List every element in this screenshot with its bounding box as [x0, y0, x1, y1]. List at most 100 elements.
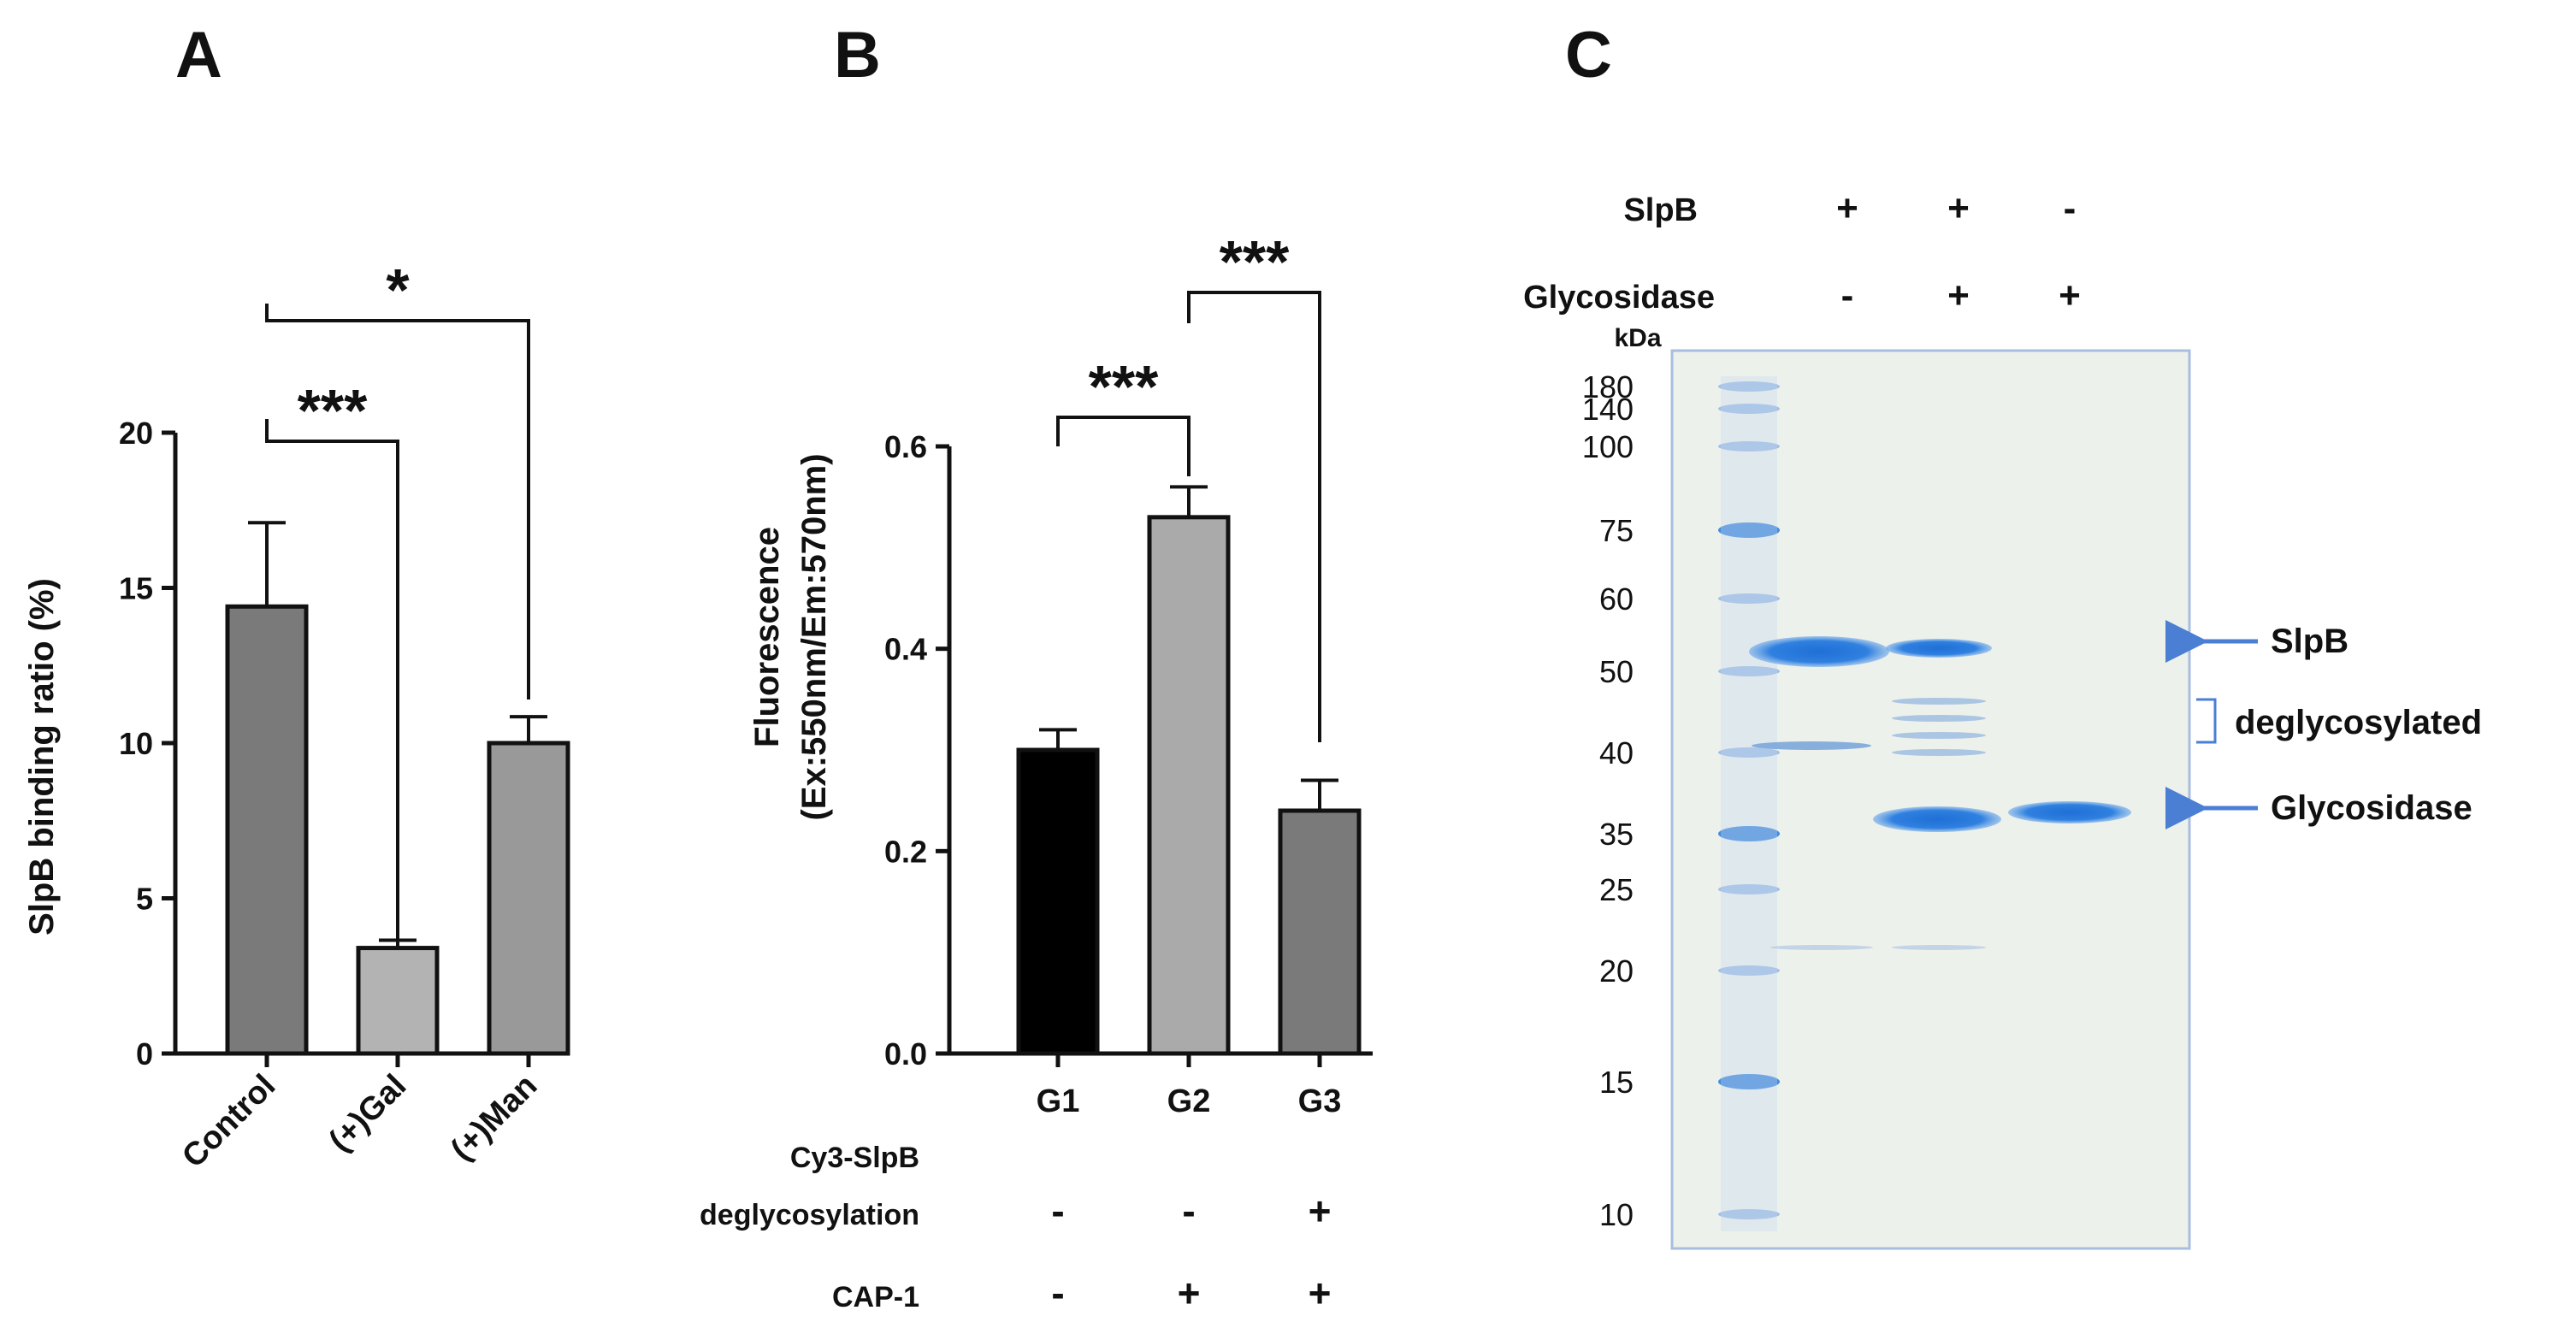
- gel-band-faint: [1892, 945, 1986, 950]
- gel-ladder-band: [1718, 826, 1780, 841]
- chart-a-bar: [356, 946, 440, 1056]
- gel-lane-sign: +: [1836, 187, 1858, 229]
- gel-lane-sign: +: [1947, 187, 1970, 229]
- gel-ladder-band: [1718, 381, 1780, 392]
- chart-b-condition-sign: -: [1051, 1189, 1064, 1233]
- chart-a-y-tick-label: 10: [119, 726, 153, 761]
- gel-band-slpb-lane1: [1749, 636, 1889, 667]
- chart-b-condition-sign: +: [1178, 1271, 1201, 1315]
- gel-bands: [1749, 636, 2131, 950]
- chart-b-category-label: G3: [1298, 1083, 1342, 1119]
- chart-b-bar: [1016, 747, 1100, 1056]
- gel-lane-sign: +: [2059, 274, 2081, 316]
- gel-ladder-band: [1718, 1074, 1780, 1089]
- chart-b-ylabel-line2: (Ex:550nm/Em:570nm): [795, 453, 833, 820]
- gel-ladder-band: [1718, 884, 1780, 894]
- gel-marker-label: 20: [1599, 953, 1634, 989]
- chart-a-significance-bracket: [265, 419, 399, 942]
- gel-marker-label: 60: [1599, 581, 1634, 617]
- chart-b-bar: [1147, 515, 1231, 1056]
- gel-band-slpb-lane2: [1886, 639, 1992, 658]
- chart-b-significance-bracket: [1187, 291, 1321, 742]
- chart-b: 0.0 0.2 0.4 0.6 G1 G2 G3 *** *** - - + - + +: [884, 228, 1373, 1315]
- chart-b-y-tick-label: 0.0: [884, 1036, 927, 1071]
- gel-marker-label: 75: [1599, 513, 1634, 548]
- gel-ladder-band: [1718, 593, 1780, 604]
- chart-a-significance-bracket: [265, 304, 530, 699]
- gel-annot-glycosidase: Glycosidase: [2271, 789, 2473, 827]
- chart-b-condition-sign: +: [1309, 1271, 1332, 1315]
- gel-ladder-band: [1718, 1209, 1780, 1219]
- chart-a-category-label: (+)Man: [444, 1068, 544, 1168]
- gel-band-glycosidase-lane3: [2008, 801, 2131, 823]
- chart-b-condition-sign: -: [1182, 1189, 1195, 1233]
- gel-marker-label: 10: [1599, 1197, 1634, 1232]
- gel-lane-sign: +: [1947, 274, 1970, 316]
- gel-band-deglycosylated: [1892, 698, 1986, 705]
- gel-row-label-glycosidase: Glycosidase: [1523, 280, 1715, 316]
- chart-a-y-tick-label: 0: [136, 1036, 153, 1071]
- gel-marker-label: 35: [1599, 817, 1634, 852]
- chart-b-condition-sign: -: [1051, 1271, 1064, 1315]
- gel-row-label-slpb: SlpB: [1623, 192, 1698, 228]
- gel-band-deglycosylated: [1892, 732, 1986, 739]
- chart-b-y-tick-label: 0.2: [884, 834, 927, 869]
- gel-ladder-band: [1718, 404, 1780, 414]
- chart-a-y-tick-label: 5: [136, 882, 153, 917]
- gel-lane-sign: -: [1841, 274, 1854, 316]
- condition-label-cap1: CAP-1: [832, 1281, 919, 1313]
- chart-a-category-label: Control: [175, 1068, 282, 1175]
- panel-label-a: A: [175, 19, 222, 91]
- chart-b-significance-bracket: [1056, 416, 1191, 476]
- gel-lane-sign: -: [2064, 187, 2077, 229]
- chart-a-bar: [225, 604, 309, 1056]
- chart-a-y-tick-label: 20: [119, 416, 153, 451]
- gel-ladder: [1718, 376, 1780, 1231]
- chart-b-ylabel-line1: Fluorescence: [748, 527, 786, 747]
- chart-b-significance-label: ***: [1220, 228, 1290, 295]
- condition-label-deglyco-1: Cy3-SlpB: [790, 1142, 919, 1174]
- gel-band-glycosidase-lane2: [1873, 806, 2001, 832]
- deglycosylated-bracket: [2196, 698, 2217, 744]
- gel-ladder-band: [1718, 522, 1780, 538]
- gel-ladder-band: [1718, 441, 1780, 452]
- gel-ladder-band: [1718, 965, 1780, 976]
- gel-lane-signs: + + - - + +: [1836, 187, 2081, 316]
- gel-ladder-band: [1718, 747, 1780, 758]
- gel-marker-label: 25: [1599, 872, 1634, 907]
- condition-label-deglyco-2: deglycosylation: [700, 1199, 919, 1231]
- chart-a-bar: [487, 741, 570, 1056]
- gel-marker-label: 100: [1582, 429, 1634, 464]
- gel-image: [1670, 349, 2191, 1250]
- gel-band-deglycosylated: [1892, 749, 1986, 756]
- chart-a-significance-label: ***: [298, 377, 368, 444]
- gel-band-deglycosylated: [1892, 715, 1986, 722]
- gel-ladder-band: [1718, 666, 1780, 676]
- chart-a-ylabel: SlpB binding ratio (%): [23, 578, 61, 936]
- gel-kda-label: kDa: [1614, 324, 1661, 352]
- chart-a-y-tick-label: 15: [119, 571, 153, 606]
- chart-b-condition-sign: +: [1309, 1189, 1332, 1233]
- chart-b-category-label: G1: [1037, 1083, 1080, 1119]
- chart-b-significance-label: ***: [1089, 353, 1159, 420]
- chart-b-bar: [1278, 808, 1362, 1056]
- gel-ladder-lane: [1721, 376, 1777, 1231]
- panel-label-c: C: [1565, 19, 1612, 91]
- gel-marker-label: 180: [1582, 369, 1634, 404]
- gel-band-faint: [1770, 945, 1873, 950]
- gel-band-minor-lane1: [1752, 741, 1871, 750]
- gel-marker-label: 50: [1599, 654, 1634, 689]
- gel-marker-label: 40: [1599, 735, 1634, 770]
- chart-a-category-label: (+)Gal: [322, 1068, 414, 1160]
- gel-marker-label: 140: [1582, 392, 1634, 427]
- gel-annot-slpb: SlpB: [2271, 623, 2349, 660]
- gel-annot-deglycosylated: deglycosylated: [2235, 704, 2482, 741]
- panel-label-b: B: [834, 19, 881, 91]
- chart-b-y-tick-label: 0.6: [884, 429, 927, 464]
- gel-marker-label: 15: [1599, 1065, 1634, 1100]
- chart-b-y-tick-label: 0.4: [884, 632, 927, 667]
